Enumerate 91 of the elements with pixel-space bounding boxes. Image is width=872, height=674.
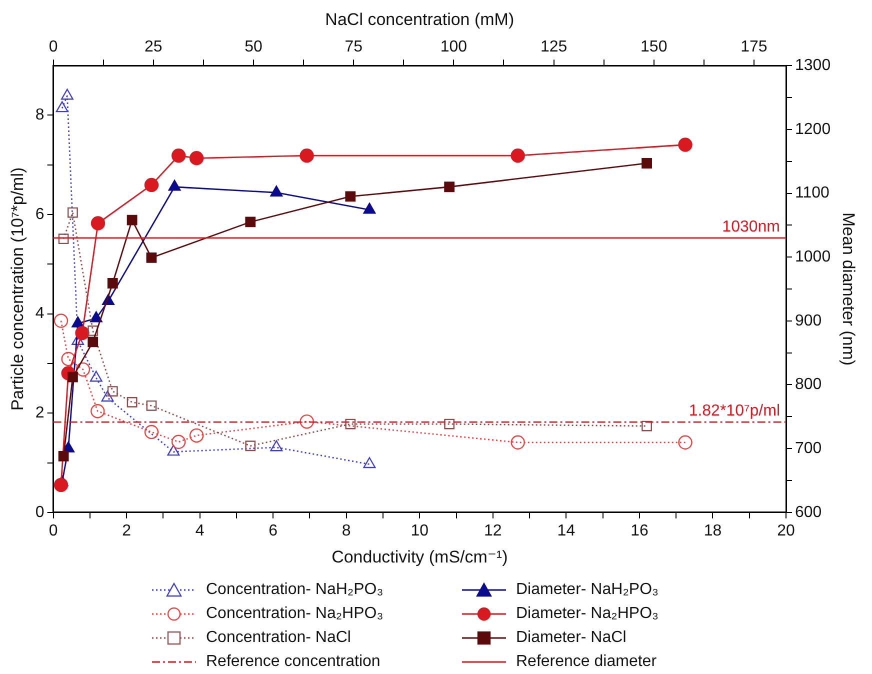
y2-tick-label: 1300 xyxy=(795,57,831,74)
point xyxy=(126,396,138,408)
y-tick-label: 6 xyxy=(35,206,44,223)
point xyxy=(58,234,69,244)
point xyxy=(146,252,157,263)
point xyxy=(58,451,69,462)
point xyxy=(146,400,157,411)
y2-tick-label: 700 xyxy=(795,440,822,457)
x-tick-label: 8 xyxy=(342,522,351,540)
y2-tick-label: 600 xyxy=(795,504,822,521)
point xyxy=(90,216,106,230)
x-tick-label: 0 xyxy=(48,522,58,540)
point xyxy=(245,216,256,228)
legend-label: Diameter- NaH₂PO₃ xyxy=(516,581,659,599)
point xyxy=(144,178,159,192)
point xyxy=(61,352,76,366)
legend-label: Concentration- Na₂HPO₃ xyxy=(206,605,384,623)
point xyxy=(444,418,455,430)
y-tick-label: 4 xyxy=(35,305,44,322)
point xyxy=(678,138,692,152)
point xyxy=(54,314,68,328)
x-tick-label: 6 xyxy=(268,522,278,540)
legend-label: Diameter- Na₂HPO₃ xyxy=(516,605,659,623)
x2-tick-label: 0 xyxy=(48,38,58,56)
point xyxy=(444,182,455,192)
annotation: 1.82*10⁷p/ml xyxy=(688,402,780,420)
point xyxy=(54,478,68,492)
point xyxy=(300,148,314,163)
point xyxy=(270,440,283,452)
point xyxy=(126,214,138,226)
y2-tick-label: 1000 xyxy=(795,248,831,266)
y2-tick-label: 1200 xyxy=(795,120,831,138)
point xyxy=(300,414,314,429)
y-tick-label: 8 xyxy=(35,106,44,124)
point xyxy=(167,444,180,456)
x2-tick-label: 75 xyxy=(344,38,363,56)
point xyxy=(101,390,114,402)
x-tick-label: 14 xyxy=(557,522,576,540)
x2-tick-label: 25 xyxy=(144,38,162,56)
point xyxy=(189,151,204,166)
y2-tick-label: 1100 xyxy=(795,184,830,202)
x-tick-label: 12 xyxy=(484,522,502,540)
y-tick-label: 2 xyxy=(35,404,44,422)
point xyxy=(642,420,652,432)
x-axis-title: Conductivity (mS/cm⁻¹) xyxy=(332,547,508,566)
point xyxy=(245,440,256,452)
point xyxy=(56,101,68,112)
annotation: 1030nm xyxy=(722,218,780,236)
point xyxy=(68,207,78,218)
legend-label: Reference diameter xyxy=(516,653,657,671)
point xyxy=(107,386,118,396)
y2-tick-label: 800 xyxy=(795,376,822,394)
point xyxy=(345,191,356,202)
point xyxy=(76,362,90,377)
x2-axis-title: NaCl concentration (mM) xyxy=(325,10,514,29)
x-tick-label: 16 xyxy=(630,522,648,540)
point xyxy=(345,418,356,430)
y2-axis-title: Mean diameter (nm) xyxy=(839,212,858,366)
point xyxy=(171,434,186,450)
point xyxy=(189,428,204,443)
x-tick-label: 2 xyxy=(122,522,132,540)
point xyxy=(88,336,98,348)
point xyxy=(88,326,98,336)
point xyxy=(510,435,525,450)
point xyxy=(642,158,652,168)
x2-tick-label: 100 xyxy=(440,38,468,56)
x2-tick-label: 50 xyxy=(244,38,262,56)
point xyxy=(107,278,118,288)
legend-label: Reference concentration xyxy=(206,653,380,671)
point xyxy=(510,148,525,163)
point xyxy=(60,88,74,100)
legend-label: Concentration- NaCl xyxy=(206,629,351,647)
x2-tick-label: 125 xyxy=(540,38,568,56)
x-tick-label: 20 xyxy=(777,522,796,540)
point xyxy=(90,404,105,418)
y-axis-title: Particle concentration (10⁷*p/ml) xyxy=(8,167,27,411)
legend-label: Concentration- NaH₂PO₃ xyxy=(206,581,384,599)
x-tick-label: 4 xyxy=(195,522,204,540)
point xyxy=(90,370,102,382)
point xyxy=(171,148,186,163)
x-tick-label: 18 xyxy=(704,522,722,540)
y-tick-label: 0 xyxy=(35,504,44,521)
point xyxy=(678,435,692,450)
x-tick-label: 10 xyxy=(410,522,429,540)
point xyxy=(144,424,159,440)
x2-tick-label: 150 xyxy=(640,38,668,56)
x2-tick-label: 175 xyxy=(740,38,768,56)
point xyxy=(75,326,90,340)
point xyxy=(363,457,376,468)
y2-tick-label: 900 xyxy=(795,312,822,330)
legend-label: Diameter- NaCl xyxy=(516,629,626,647)
